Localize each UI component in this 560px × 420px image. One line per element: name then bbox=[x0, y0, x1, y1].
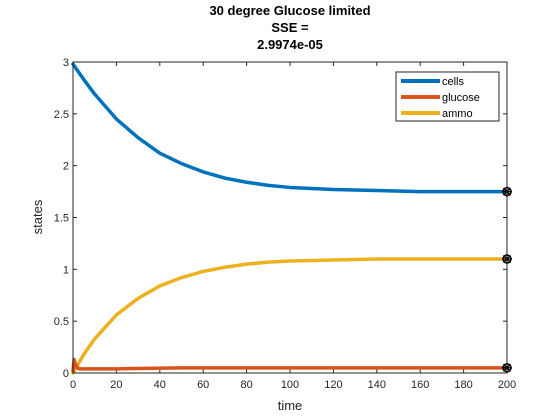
chart-title-line-3: 2.9974e-05 bbox=[257, 37, 323, 52]
y-tick-label: 2.5 bbox=[54, 109, 69, 121]
x-tick-label: 0 bbox=[70, 379, 76, 391]
y-tick-label: 0 bbox=[63, 368, 69, 380]
series-line-cells bbox=[71, 62, 509, 194]
x-tick-label: 40 bbox=[154, 379, 166, 391]
x-tick-label: 200 bbox=[498, 379, 516, 391]
legend-label-ammo: ammo bbox=[442, 108, 473, 120]
y-tick-label: 1 bbox=[63, 264, 69, 276]
axis-ticks bbox=[72, 61, 508, 374]
series-line-ammo bbox=[71, 257, 509, 375]
x-axis-label: time bbox=[278, 398, 303, 413]
y-tick-label: 3 bbox=[63, 57, 69, 69]
series-line-glucose bbox=[71, 357, 509, 373]
tick-labels: 0 20 40 60 80 100 120 140 160 180 200 0 0.5 1 1.5 2 2.5 3 bbox=[54, 57, 516, 391]
x-tick-label: 180 bbox=[454, 379, 472, 391]
y-axis-label: states bbox=[30, 199, 45, 234]
y-tick-label: 2 bbox=[63, 161, 69, 173]
y-tick-label: 1.5 bbox=[54, 213, 69, 225]
axes-box bbox=[72, 61, 508, 374]
legend-label-cells: cells bbox=[442, 76, 465, 88]
series-lines bbox=[71, 62, 509, 375]
x-tick-label: 120 bbox=[324, 379, 342, 391]
chart-title-line-1: 30 degree Glucose limited bbox=[209, 3, 370, 18]
chart-title-line-2: SSE = bbox=[271, 20, 309, 35]
legend-label-glucose: glucose bbox=[442, 92, 480, 104]
x-tick-label: 60 bbox=[197, 379, 209, 391]
x-tick-label: 140 bbox=[368, 379, 386, 391]
x-tick-label: 20 bbox=[110, 379, 122, 391]
x-tick-label: 100 bbox=[281, 379, 299, 391]
y-tick-label: 0.5 bbox=[54, 316, 69, 328]
legend: cells glucose ammo bbox=[395, 71, 500, 122]
x-tick-label: 80 bbox=[240, 379, 252, 391]
x-tick-label: 160 bbox=[411, 379, 429, 391]
